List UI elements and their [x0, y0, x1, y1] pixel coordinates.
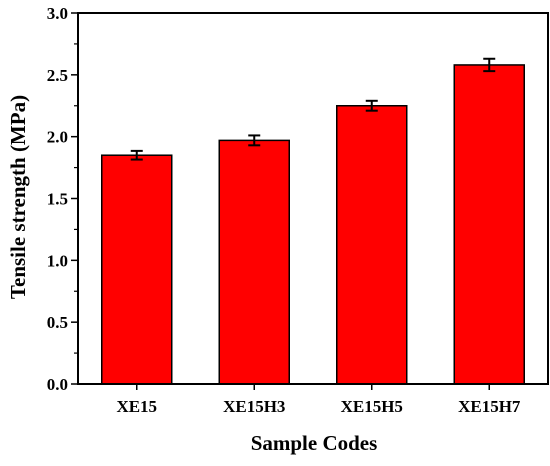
x-tick-label-xe15h3: XE15H3 [223, 397, 285, 416]
x-tick-label-xe15h5: XE15H5 [341, 397, 403, 416]
y-tick-label: 0.0 [47, 375, 68, 394]
x-tick-label-xe15: XE15 [116, 397, 157, 416]
y-tick-label: 1.0 [47, 251, 68, 270]
y-tick-label: 2.0 [47, 128, 68, 147]
y-tick-label: 0.5 [47, 313, 68, 332]
plot-frame [77, 12, 549, 385]
x-axis-title: Sample Codes [251, 431, 378, 455]
plot-area: XE15 XE15H3 XE15H5 XE15H7 0.0 0.5 1.0 1.5 2.0 2.5… [47, 4, 549, 416]
bar-xe15h3 [218, 139, 290, 385]
bar-xe15 [101, 154, 173, 385]
y-tick-label: 3.0 [47, 4, 68, 23]
bar-xe15h7 [453, 64, 525, 385]
y-tick-label: 2.5 [47, 66, 68, 85]
x-tick-label-xe15h7: XE15H7 [458, 397, 521, 416]
bar-xe15h5 [336, 105, 408, 385]
y-tick-label: 1.5 [47, 190, 68, 209]
y-axis-title: Tensile strength (MPa) [6, 95, 30, 299]
